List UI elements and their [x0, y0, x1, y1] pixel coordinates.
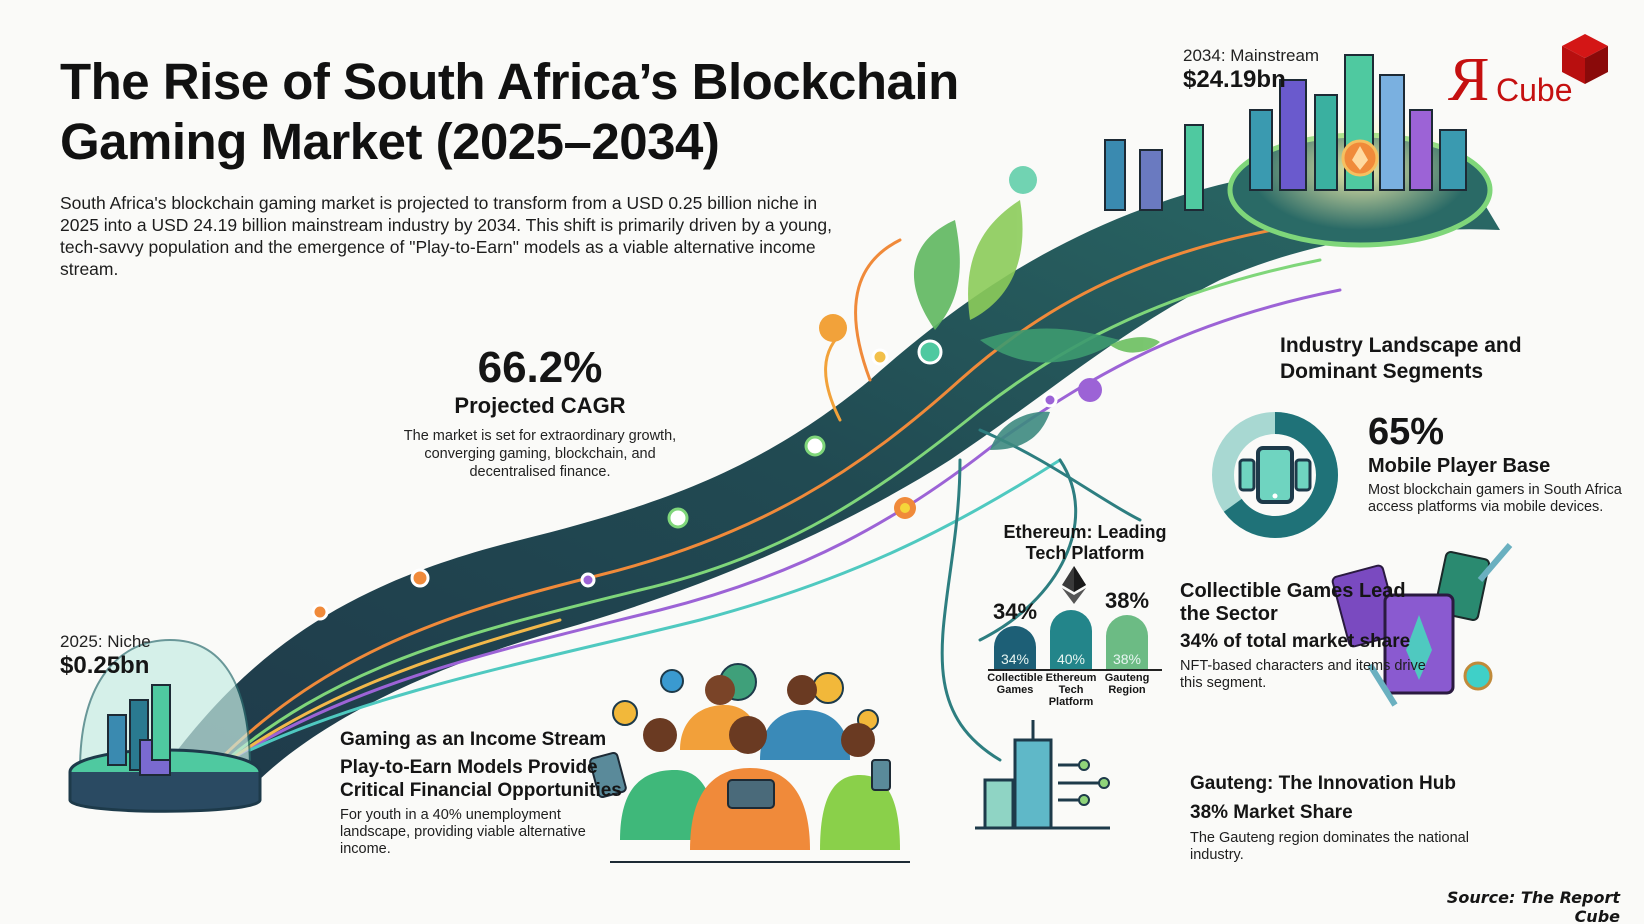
title-line-2: Gaming Market (2025–2034) — [60, 113, 720, 170]
logo-r-glyph: R — [1448, 46, 1490, 114]
category-label: Collectible Games — [987, 672, 1043, 696]
mobile-label: Mobile Player Base — [1368, 455, 1551, 477]
bar-top-label: 34% — [992, 599, 1038, 624]
segment-bar-chart: 34% 34% 40% 38% 38% Collectible Games Et… — [987, 568, 1174, 708]
mobile-value: 65% — [1368, 411, 1445, 453]
collectible-heading: Collectible Games Lead the Sector — [1180, 580, 1406, 625]
gauteng-description: The Gauteng region dominates the nationa… — [1190, 830, 1469, 863]
logo-text: Cube — [1496, 72, 1573, 108]
income-subheading: Play-to-Earn Models Provide Critical Fin… — [340, 757, 622, 801]
ethereum-diamond-icon — [1062, 566, 1086, 604]
source-credit: Source: The Report Cube — [1446, 888, 1620, 924]
report-cube-logo: R Cube — [1448, 32, 1618, 114]
cagr-label: Projected CAGR — [454, 393, 626, 418]
intro-paragraph: South Africa's blockchain gaming market … — [60, 193, 832, 279]
mobile-devices-icon — [1238, 446, 1312, 504]
title-line-1: The Rise of South Africa’s Blockchain — [60, 53, 959, 110]
endpoint-2025-label: 2025: Niche — [60, 632, 151, 651]
ethereum-chart-title: Ethereum: Leading Tech Platform — [1003, 522, 1167, 563]
mobile-share-donut — [1212, 412, 1338, 538]
gauteng-share: 38% Market Share — [1190, 802, 1353, 823]
category-label: Gauteng Region — [1104, 672, 1150, 696]
endpoint-2034-label: 2034: Mainstream — [1183, 46, 1320, 65]
income-heading: Gaming as an Income Stream — [340, 729, 607, 750]
bar-gauteng-region: 38% 38% — [1104, 588, 1150, 670]
income-stream-block: Gaming as an Income Stream Play-to-Earn … — [340, 728, 630, 858]
bar-ethereum-tech-platform: 40% — [1050, 610, 1092, 670]
bar-value: 34% — [994, 626, 1036, 670]
collectible-share: 34% of total market share — [1180, 631, 1411, 652]
gauteng-heading: Gauteng: The Innovation Hub — [1190, 773, 1456, 794]
endpoint-2025: 2025: Niche $0.25bn — [60, 632, 151, 680]
income-description: For youth in a 40% unemployment landscap… — [340, 807, 586, 857]
bar-value: 38% — [1106, 615, 1148, 670]
cagr-block: 66.2% Projected CAGR The market is set f… — [380, 345, 700, 481]
bar-top-label: 38% — [1104, 588, 1150, 613]
page-title: The Rise of South Africa’s Blockchain Ga… — [60, 52, 1020, 172]
category-label: Ethereum Tech Platform — [1045, 672, 1097, 708]
endpoint-2034-value: $24.19bn — [1183, 66, 1286, 93]
collectible-description: NFT-based characters and items drive thi… — [1180, 658, 1426, 691]
cube-icon — [1562, 34, 1608, 84]
industry-landscape-heading: Industry Landscape and Dominant Segments — [1280, 334, 1522, 383]
bar-collectible-games: 34% 34% — [992, 599, 1038, 670]
chart-baseline — [988, 669, 1162, 671]
endpoint-2034: 2034: Mainstream $24.19bn — [1183, 46, 1319, 94]
gauteng-block: Gauteng: The Innovation Hub 38% Market S… — [1190, 772, 1490, 864]
cagr-value: 66.2% — [477, 343, 603, 392]
bar-value: 40% — [1050, 610, 1092, 670]
cagr-description: The market is set for extraordinary grow… — [403, 428, 677, 480]
endpoint-2025-value: $0.25bn — [60, 652, 150, 679]
mobile-stats: 65% Mobile Player Base Most blockchain g… — [1368, 412, 1628, 516]
collectible-games-block: Collectible Games Lead the Sector 34% of… — [1180, 580, 1440, 692]
mobile-description: Most blockchain gamers in South Africa a… — [1368, 482, 1622, 515]
